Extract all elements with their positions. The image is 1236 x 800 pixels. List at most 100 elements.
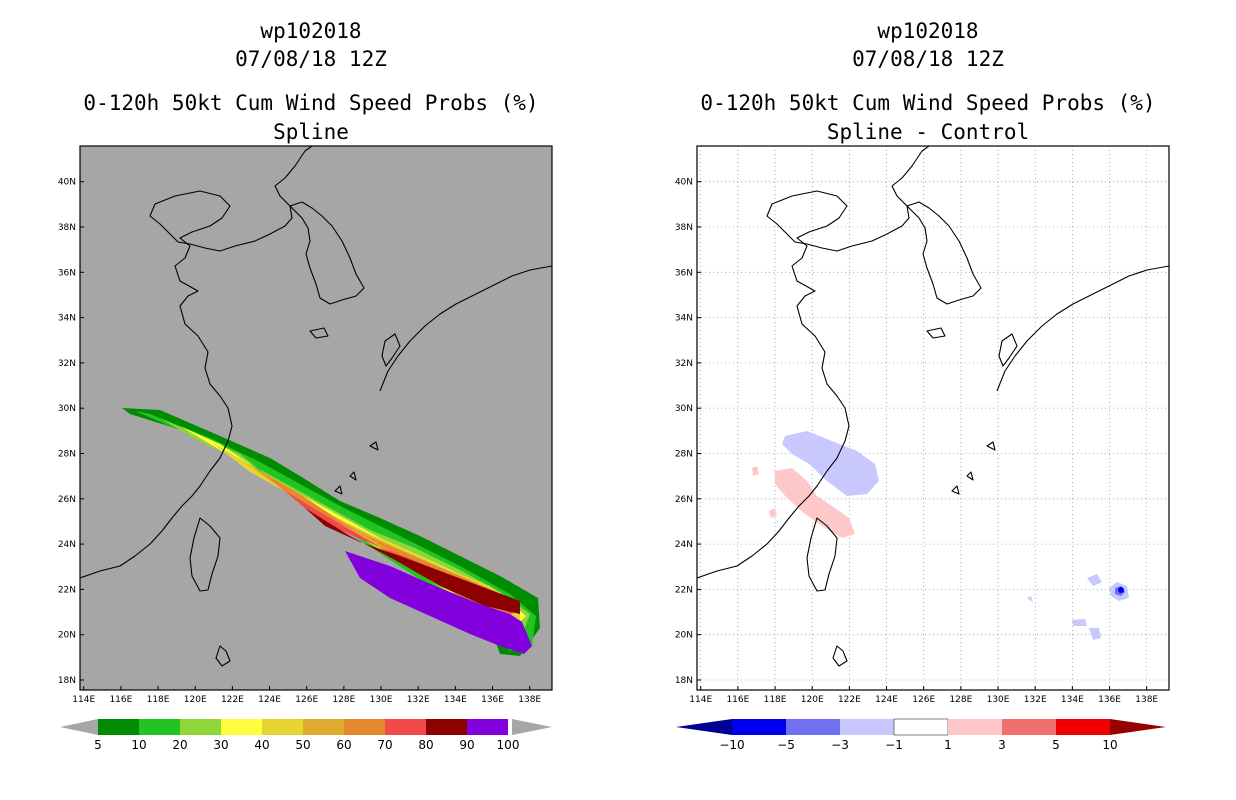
y-tick-label: 24N	[675, 540, 693, 550]
x-tick-label: 134E	[444, 695, 467, 705]
left-panel: wp102018 07/08/18 12Z 0-120h 50kt Cum Wi…	[58, 19, 553, 752]
right-map-background	[697, 146, 1169, 690]
y-tick-label: 20N	[58, 631, 76, 641]
colorbar-segment	[221, 719, 262, 735]
colorbar-segment	[139, 719, 180, 735]
colorbar-segment	[344, 719, 385, 735]
x-tick-label: 128E	[949, 695, 972, 705]
left-title-method: Spline	[273, 120, 349, 144]
left-colorbar-low-arrow	[60, 719, 98, 735]
colorbar-segment	[1002, 719, 1056, 735]
y-tick-label: 38N	[675, 223, 693, 233]
right-negative-area	[782, 431, 879, 496]
x-tick-label: 124E	[875, 695, 898, 705]
y-tick-label: 36N	[58, 268, 76, 278]
colorbar-label: 80	[418, 738, 433, 752]
left-title-storm-id: wp102018	[260, 19, 361, 43]
right-colorbar-low-arrow	[676, 719, 732, 735]
y-tick-label: 40N	[58, 178, 76, 188]
left-colorbar: 5 10 20 30 40 50 60 70 80 90 100	[60, 719, 552, 752]
y-tick-label: 32N	[675, 359, 693, 369]
colorbar-label: 100	[497, 738, 520, 752]
x-tick-label: 118E	[764, 695, 787, 705]
x-tick-label: 122E	[838, 695, 861, 705]
left-probability-swath	[122, 408, 540, 656]
colorbar-segment	[426, 719, 467, 735]
right-title-storm-id: wp102018	[877, 19, 978, 43]
colorbar-segment	[948, 719, 1002, 735]
right-colorbar: −10 −5 −3 −1 1 3 5 10	[676, 718, 1166, 752]
colorbar-label: 40	[254, 738, 269, 752]
left-x-axis: 114E 116E 118E 120E 122E 124E 126E 128E 130E 132E…	[72, 686, 541, 705]
x-tick-label: 118E	[147, 695, 170, 705]
colorbar-segment	[1056, 719, 1110, 735]
x-tick-label: 138E	[518, 695, 541, 705]
colorbar-label: 50	[295, 738, 310, 752]
colorbar-label: 90	[459, 738, 474, 752]
y-tick-label: 26N	[675, 495, 693, 505]
x-tick-label: 124E	[258, 695, 281, 705]
y-tick-label: 32N	[58, 359, 76, 369]
colorbar-segment	[893, 718, 949, 736]
colorbar-label: 70	[377, 738, 392, 752]
y-tick-label: 38N	[58, 223, 76, 233]
y-tick-label: 22N	[675, 585, 693, 595]
x-tick-label: 136E	[481, 695, 504, 705]
x-tick-label: 132E	[1024, 695, 1047, 705]
colorbar-segment	[467, 719, 508, 735]
colorbar-segment	[180, 719, 221, 735]
x-tick-label: 126E	[295, 695, 318, 705]
right-title-product: 0-120h 50kt Cum Wind Speed Probs (%)	[700, 91, 1155, 115]
colorbar-label: 30	[213, 738, 228, 752]
colorbar-label: 60	[336, 738, 351, 752]
x-tick-label: 136E	[1098, 695, 1121, 705]
left-title-datetime: 07/08/18 12Z	[235, 47, 387, 71]
colorbar-segment	[303, 719, 344, 735]
left-y-axis: 18N 20N 22N 24N 26N 28N 30N 32N 34N 36N 38N 40N	[58, 178, 84, 686]
x-tick-label: 120E	[801, 695, 824, 705]
y-tick-label: 36N	[675, 268, 693, 278]
colorbar-label: −3	[831, 738, 849, 752]
right-title-method: Spline - Control	[827, 120, 1029, 144]
x-tick-label: 120E	[184, 695, 207, 705]
right-map-frame	[696, 145, 1170, 691]
colorbar-segment	[262, 719, 303, 735]
y-tick-label: 30N	[58, 404, 76, 414]
colorbar-label: −1	[885, 738, 903, 752]
y-tick-label: 18N	[58, 676, 76, 686]
colorbar-segment	[732, 719, 786, 735]
x-tick-label: 116E	[109, 695, 132, 705]
left-map-frame	[79, 145, 553, 691]
right-y-axis: 18N 20N 22N 24N 26N 28N 30N 32N 34N 36N 38N 40N	[675, 178, 701, 686]
colorbar-label: 5	[1052, 738, 1060, 752]
y-tick-label: 28N	[58, 450, 76, 460]
left-colorbar-high-arrow	[512, 719, 552, 735]
colorbar-label: 10	[131, 738, 146, 752]
right-title-datetime: 07/08/18 12Z	[852, 47, 1004, 71]
x-tick-label: 114E	[72, 695, 95, 705]
x-tick-label: 138E	[1135, 695, 1158, 705]
colorbar-label: 20	[172, 738, 187, 752]
colorbar-label: −5	[777, 738, 795, 752]
x-tick-label: 134E	[1061, 695, 1084, 705]
y-tick-label: 26N	[58, 495, 76, 505]
y-tick-label: 22N	[58, 585, 76, 595]
x-tick-label: 122E	[221, 695, 244, 705]
y-tick-label: 20N	[675, 631, 693, 641]
right-colorbar-high-arrow	[1110, 719, 1166, 735]
y-tick-label: 24N	[58, 540, 76, 550]
right-difference-field	[752, 431, 1129, 640]
x-tick-label: 126E	[912, 695, 935, 705]
x-tick-label: 114E	[689, 695, 712, 705]
right-panel: wp102018 07/08/18 12Z 0-120h 50kt Cum Wi…	[675, 19, 1170, 752]
colorbar-segment	[786, 719, 840, 735]
y-tick-label: 34N	[675, 314, 693, 324]
colorbar-label: −10	[719, 738, 744, 752]
left-title-product: 0-120h 50kt Cum Wind Speed Probs (%)	[83, 91, 538, 115]
y-tick-label: 34N	[58, 314, 76, 324]
colorbar-segment	[98, 719, 139, 735]
x-tick-label: 130E	[987, 695, 1010, 705]
colorbar-label: 3	[998, 738, 1006, 752]
y-tick-label: 28N	[675, 450, 693, 460]
